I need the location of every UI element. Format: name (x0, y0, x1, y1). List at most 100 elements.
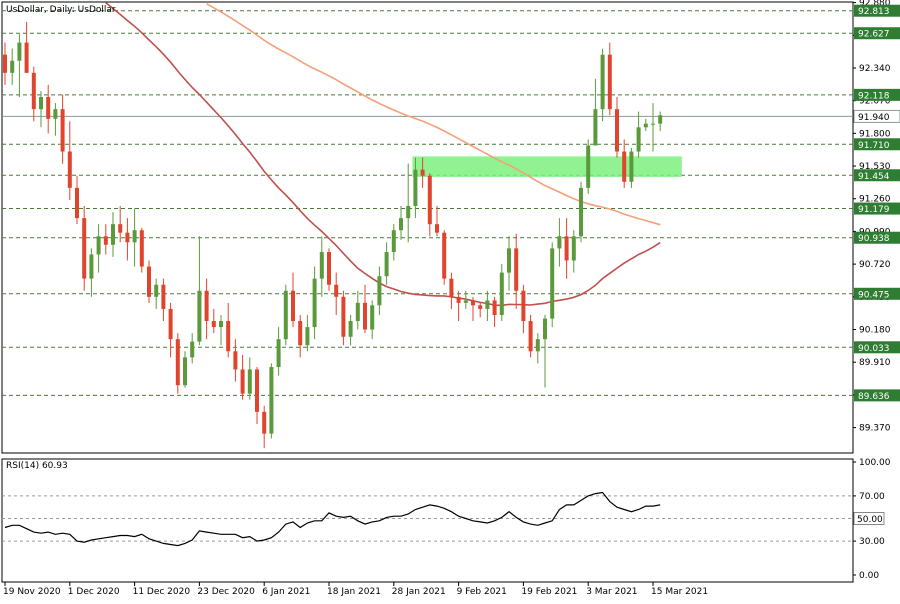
time-axis: 19 Nov 2020 1 Dec 2020 11 Dec 2020 23 Dec 2… (3, 582, 708, 597)
price-tick-label: 91.800 (859, 129, 891, 139)
rsi-line (4, 491, 661, 547)
candle-body (499, 272, 504, 315)
time-tick-label: 11 Dec 2020 (133, 587, 191, 597)
main-plot-border (1, 1, 854, 454)
candle-body (312, 278, 317, 328)
level-tag-label: 90.033 (858, 344, 890, 354)
candle-body (471, 300, 475, 306)
candle (125, 218, 130, 261)
price-tick-label: 92.340 (859, 64, 891, 74)
candle-body (363, 302, 367, 330)
candle-body (463, 300, 468, 303)
support-zone-rect (412, 156, 682, 177)
candle-body (139, 230, 144, 267)
candle-body (226, 321, 231, 352)
candle (514, 233, 519, 309)
candle-body (132, 230, 137, 243)
candle-body (643, 123, 648, 128)
candle (370, 300, 375, 340)
candle (399, 206, 403, 240)
candle (298, 314, 303, 358)
candle-body (629, 151, 634, 182)
candle-body (571, 236, 576, 261)
candle-body (507, 248, 511, 273)
candle (651, 103, 655, 152)
candle-body (197, 290, 202, 342)
candle (607, 42, 612, 116)
candle (615, 97, 619, 158)
level-tag-bg (854, 202, 900, 215)
candle (82, 206, 87, 291)
candle (10, 48, 15, 85)
candle-body (334, 284, 339, 297)
time-tick-label: 9 Feb 2021 (457, 587, 507, 597)
candle (262, 405, 267, 449)
time-tick-label: 15 Mar 2021 (651, 587, 708, 597)
ma-mid-line (206, 3, 661, 226)
level-tag-label: 92.627 (858, 30, 890, 40)
candle (363, 284, 367, 334)
candle-body (183, 357, 187, 386)
candle-body (240, 369, 245, 394)
candle-body (168, 308, 173, 340)
current-price-tag: 91.940 (853, 109, 900, 123)
candle-body (456, 296, 461, 303)
candle (485, 290, 490, 322)
candle-body (262, 411, 267, 434)
candle (341, 290, 346, 346)
chart-title: UsDollar, Daily: UsDollar (6, 5, 116, 15)
level-tag-bg (854, 287, 900, 300)
candle (622, 139, 627, 188)
rsi-tick-label: 100.00 (859, 458, 891, 468)
candle-body (31, 72, 36, 110)
candle-body (219, 321, 223, 328)
time-tick-label: 23 Dec 2020 (197, 587, 255, 597)
candle-body (341, 296, 346, 337)
candle-body (147, 266, 151, 297)
candle-body (204, 290, 209, 322)
candle (132, 208, 137, 267)
candle-body (370, 305, 375, 330)
candle (391, 224, 396, 261)
level-tag-label: 92.118 (858, 91, 890, 101)
candle (139, 227, 144, 273)
level-tag-bg (854, 138, 900, 151)
candle (226, 302, 231, 358)
candle-body (103, 236, 108, 245)
rsi-plot-border (1, 458, 854, 583)
candlestick-series (3, 21, 663, 449)
candle (168, 302, 173, 358)
candle (629, 147, 634, 188)
candle (190, 333, 195, 364)
candle-body (24, 42, 29, 73)
level-tag-label: 90.475 (858, 290, 890, 300)
candle-body (291, 290, 295, 322)
candle (355, 290, 360, 330)
candle (3, 42, 7, 85)
candle-body (67, 151, 72, 188)
level-tag-label: 90.938 (858, 234, 890, 244)
candle (96, 224, 101, 273)
candle-body (427, 175, 432, 225)
candle-body (75, 187, 79, 219)
candle (312, 266, 317, 340)
candle (39, 90, 43, 128)
candle (24, 21, 29, 73)
candle-body (154, 284, 159, 297)
candle-body (96, 236, 101, 255)
price-tick-label: 90.180 (859, 326, 891, 336)
candle (17, 34, 22, 98)
candle (319, 236, 324, 297)
candle (463, 290, 468, 309)
rsi-tick-label: 0.00 (859, 571, 879, 581)
price-tick-label: 91.260 (859, 195, 891, 205)
candle (334, 272, 339, 315)
candle (600, 48, 605, 122)
candle (247, 357, 252, 400)
level-tag-label: 91.710 (858, 141, 890, 151)
time-tick-label: 19 Nov 2020 (3, 587, 61, 597)
candle-body (492, 300, 497, 315)
candle-body (586, 145, 591, 188)
candle-body (528, 321, 533, 352)
